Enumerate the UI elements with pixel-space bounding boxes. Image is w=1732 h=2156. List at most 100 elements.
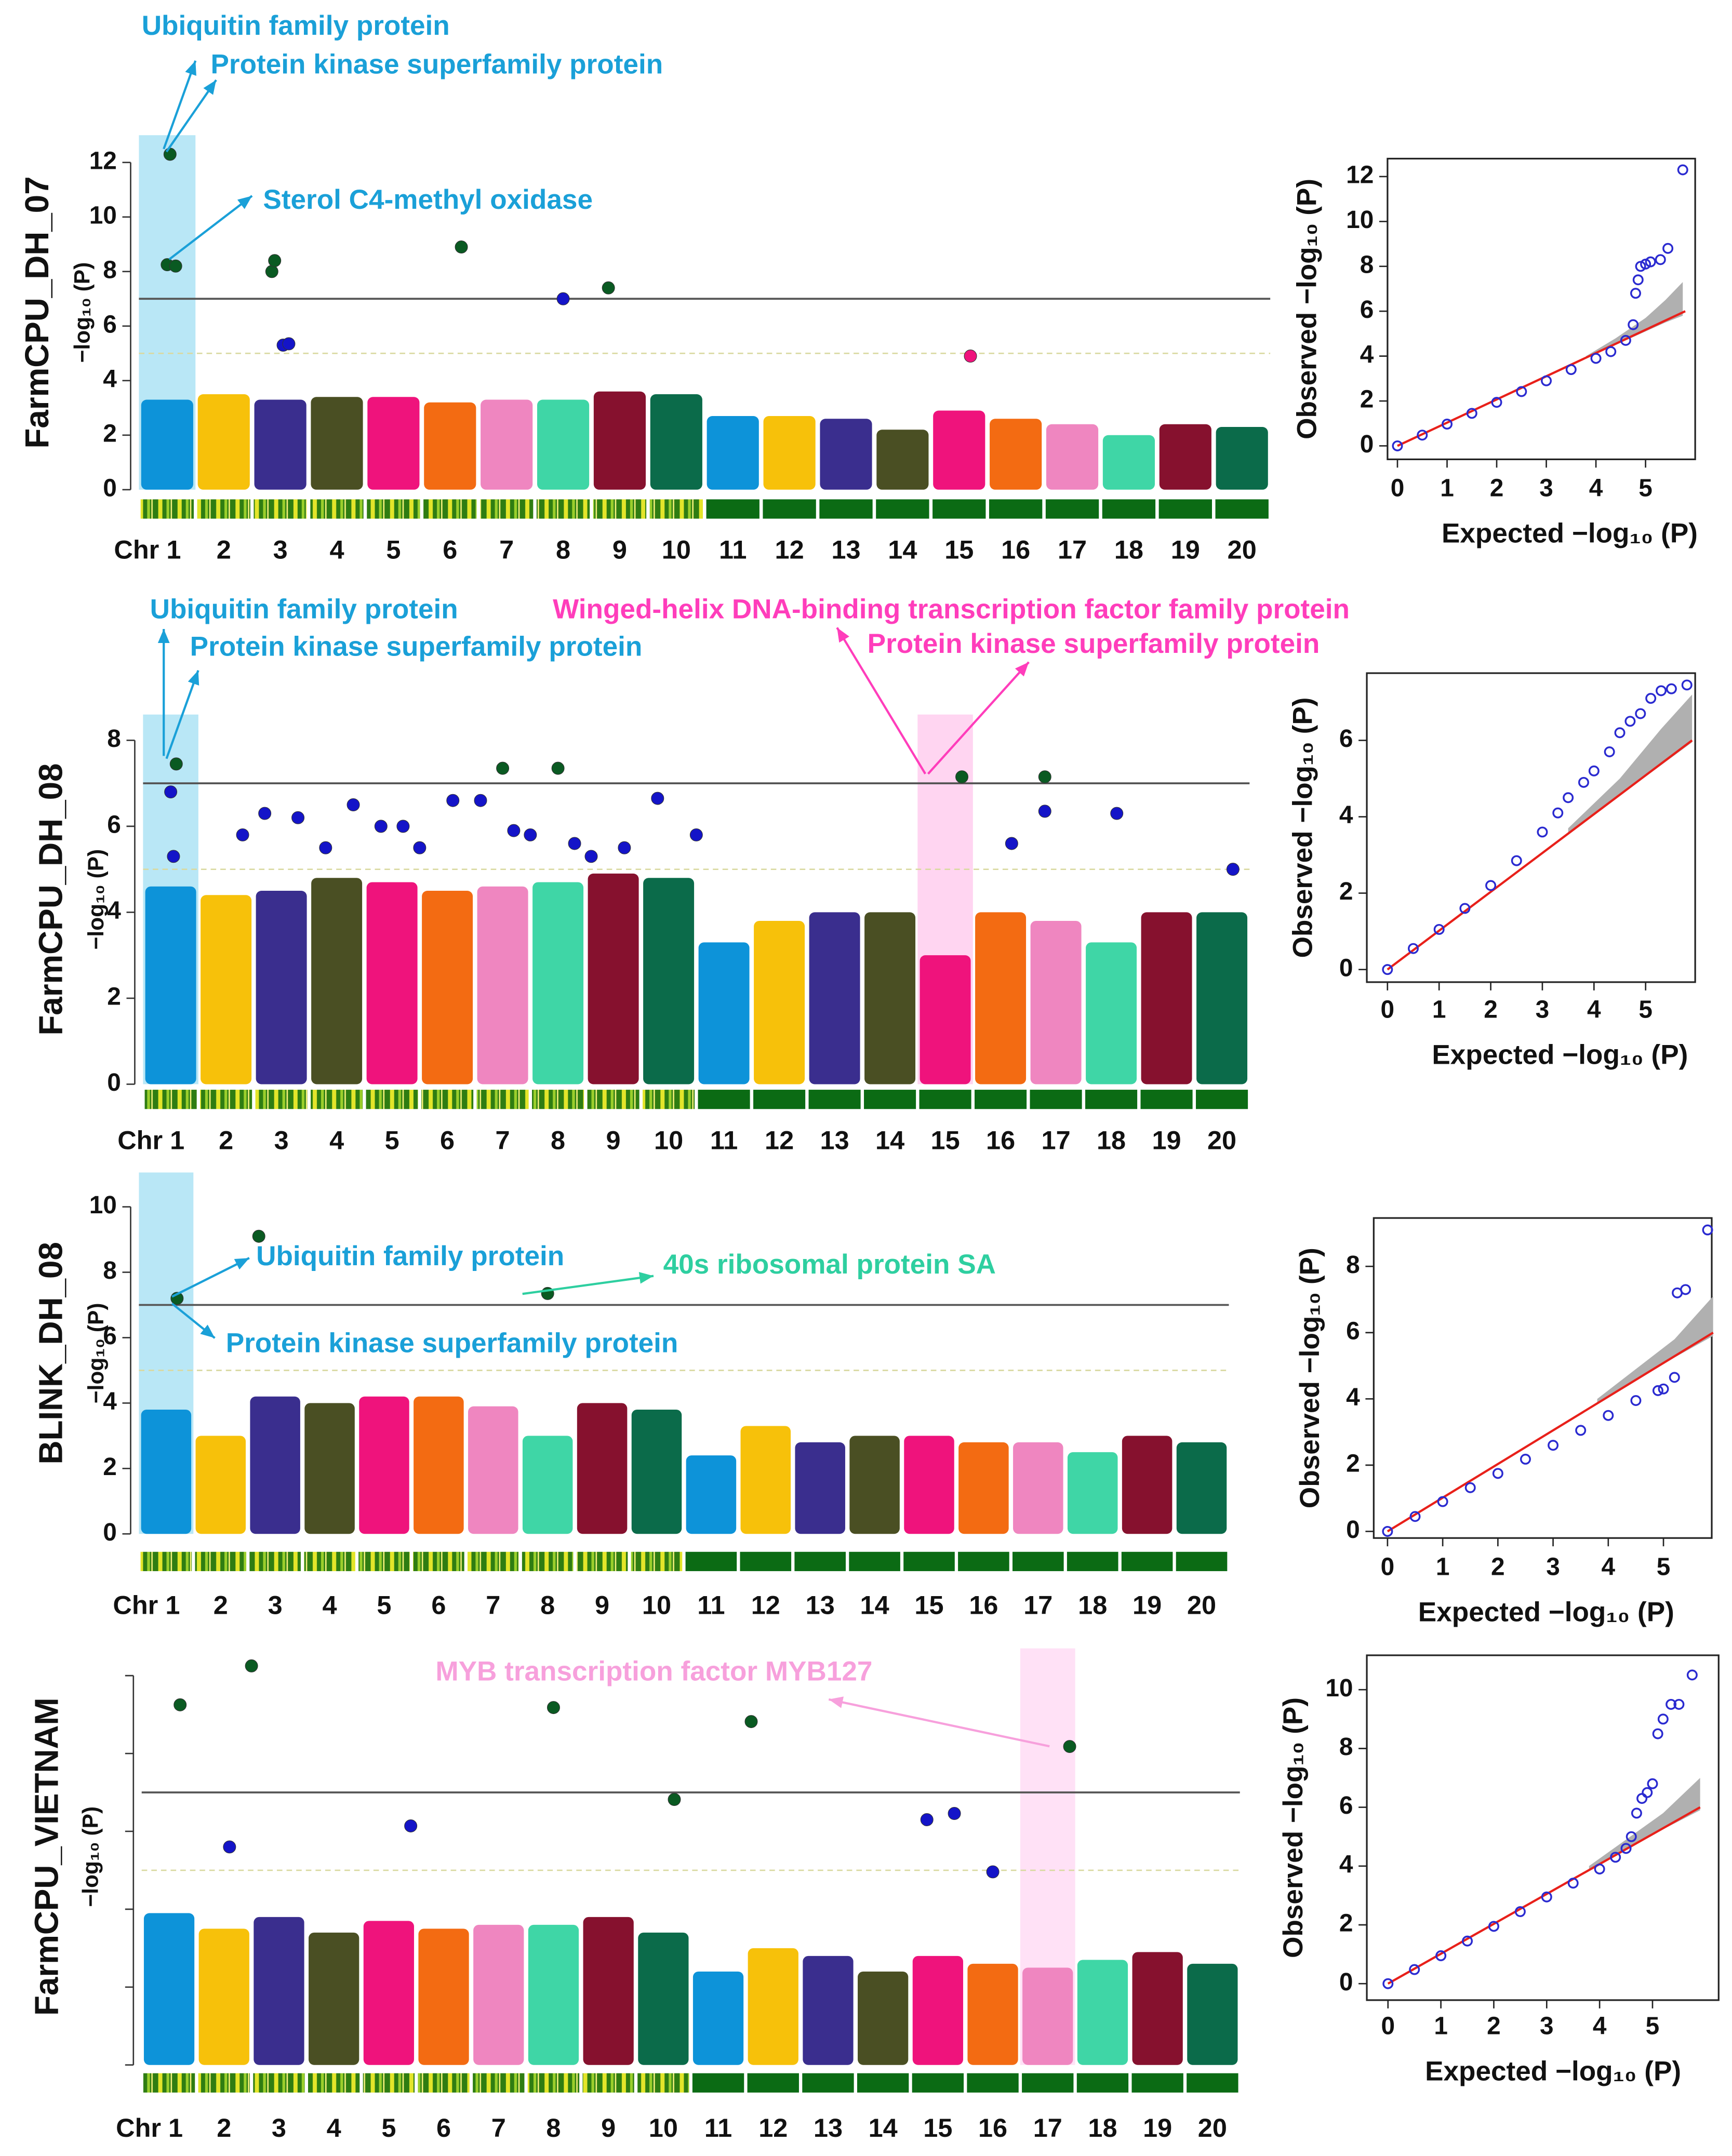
chromosome-strip — [479, 499, 534, 519]
chromosome-snps — [1187, 1963, 1238, 2065]
chromosome-label: 16 — [978, 2113, 1007, 2142]
chromosome-label: 6 — [440, 1125, 455, 1155]
chromosome-strip — [685, 1551, 737, 1571]
trait-label: BLINK_DH_08 — [32, 1242, 70, 1464]
chromosome-snps — [795, 1442, 845, 1534]
chromosome-strip — [255, 1090, 308, 1109]
chromosome-strip — [932, 499, 986, 519]
arrow-head — [157, 629, 170, 643]
chromosome-strip — [1187, 2073, 1238, 2093]
qq-point — [1669, 1372, 1680, 1383]
chromosome-snps — [583, 1917, 634, 2065]
snp-point — [651, 792, 664, 805]
y-tick-label: 8 — [107, 725, 121, 753]
arrow-head — [638, 1271, 654, 1284]
y-tick-label: 10 — [1346, 206, 1374, 234]
chromosome-label: 9 — [606, 1125, 621, 1155]
chromosome-strip — [467, 1551, 519, 1571]
arrow-head — [188, 670, 199, 686]
snp-point — [245, 1659, 258, 1672]
chromosome-snps — [1122, 1436, 1173, 1534]
qq-point — [1488, 1921, 1499, 1932]
chromosome-snps — [250, 1396, 300, 1534]
chromosome-strip — [808, 1090, 861, 1109]
chromosome-strip — [195, 1551, 247, 1571]
confidence-band — [1589, 1777, 1700, 1871]
x-tick-label: 4 — [1602, 1553, 1616, 1581]
chromosome-strip — [903, 1551, 955, 1571]
chromosome-label: 14 — [869, 2113, 898, 2142]
chromosome-strip — [1121, 1551, 1173, 1571]
arrow-head — [203, 80, 217, 95]
y-tick-label: 8 — [1360, 251, 1374, 278]
chromosome-label: 6 — [443, 535, 457, 565]
y-axis-label: Observed −log₁₀ (P) — [1292, 179, 1323, 439]
chromosome-snps — [1132, 1952, 1183, 2065]
chromosome-strip — [473, 2073, 525, 2093]
chromosome-label: 10 — [662, 535, 691, 565]
chromosome-snps — [304, 1403, 355, 1534]
chromosome-strip — [197, 499, 250, 519]
chromosome-label: 5 — [385, 1125, 399, 1155]
x-tick-label: 5 — [1638, 474, 1653, 502]
x-tick-label: 3 — [1546, 1553, 1560, 1581]
snp-point — [347, 798, 360, 811]
qq-point — [1408, 943, 1419, 954]
plot-frame — [1366, 672, 1696, 983]
chromosome-strip — [358, 1551, 410, 1571]
chromosome-snps — [311, 397, 363, 490]
chromosome-snps — [803, 1956, 854, 2065]
qq-point — [1677, 164, 1688, 176]
qq-point — [1588, 765, 1600, 776]
chromosome-snps — [141, 1409, 192, 1534]
snp-point — [986, 1865, 1000, 1879]
chromosome-snps — [1022, 1967, 1073, 2065]
chromosome-strip — [200, 1090, 252, 1109]
x-tick-label: 2 — [1490, 474, 1504, 502]
arrow-head — [829, 1696, 844, 1708]
snp-point — [258, 807, 272, 820]
y-tick-label: 0 — [1339, 1968, 1353, 1996]
chromosome-strip — [1012, 1551, 1064, 1571]
qq-point — [1632, 274, 1644, 286]
qq-point — [1464, 1482, 1476, 1493]
x-tick-label: 3 — [1539, 474, 1553, 502]
chromosome-snps — [1196, 912, 1248, 1084]
chromosome-snps — [650, 394, 702, 490]
qq-point — [1620, 1843, 1632, 1854]
qq-point — [1541, 1891, 1552, 1903]
chromosome-label: 18 — [1088, 2113, 1117, 2142]
y-tick-label: 0 — [1360, 431, 1374, 458]
chromosome-strip — [522, 1551, 574, 1571]
chromosome-label: 15 — [944, 535, 974, 565]
qq-point — [1442, 419, 1453, 430]
chromosome-label: 15 — [923, 2113, 952, 2142]
chromosome-snps — [754, 920, 805, 1084]
chromosome-snps — [1176, 1442, 1227, 1534]
annotation-arrow — [522, 1275, 654, 1295]
chromosome-strip — [527, 2073, 580, 2093]
snp-point — [265, 265, 278, 278]
chromosome-snps — [311, 878, 363, 1084]
snp-point — [1038, 805, 1051, 818]
qq-point — [1605, 346, 1617, 357]
chromosome-snps — [820, 419, 872, 490]
qq-point — [1656, 685, 1667, 697]
y-axis-label: −log₁₀ (P) — [70, 262, 95, 363]
chromosome-strip — [143, 2073, 195, 2093]
chromosome-strip — [876, 499, 929, 519]
y-tick-label: 4 — [1339, 1851, 1353, 1878]
chromosome-label: 15 — [914, 1590, 943, 1619]
x-tick-label: 2 — [1487, 2013, 1501, 2040]
annotation-arrow — [828, 1698, 1050, 1748]
chromosome-snps — [1013, 1442, 1063, 1534]
chromosome-label: 8 — [556, 535, 570, 565]
chromosome-snps — [692, 1971, 744, 2065]
y-axis-label: Observed −log₁₀ (P) — [1288, 698, 1318, 958]
snp-point — [744, 1715, 758, 1729]
chromosome-label: 19 — [1143, 2113, 1172, 2142]
qq-point — [1642, 1787, 1653, 1798]
chromosome-strip — [1102, 499, 1156, 519]
chromosome-strip — [1131, 2073, 1183, 2093]
qq-point — [1652, 1728, 1663, 1739]
